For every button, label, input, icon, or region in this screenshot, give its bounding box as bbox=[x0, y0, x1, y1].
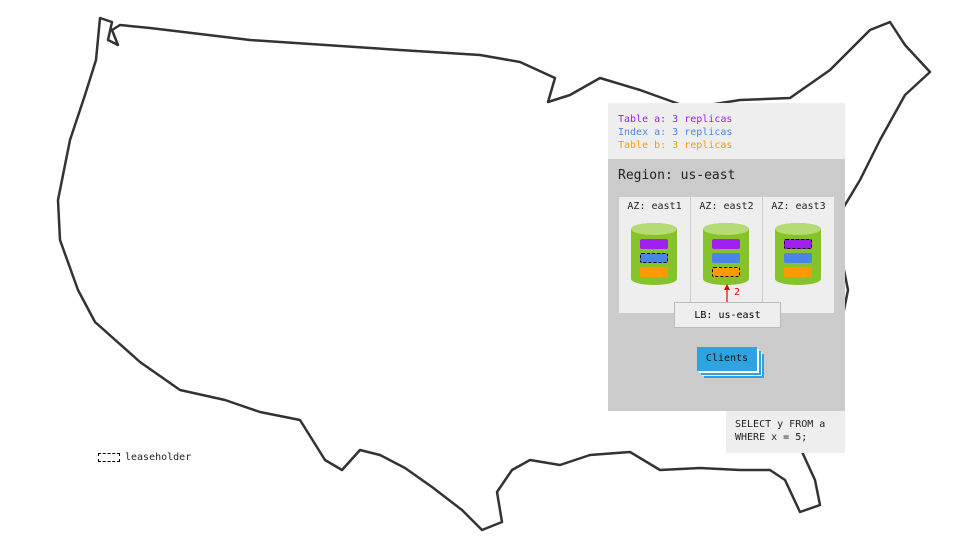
az-east2: AZ: east2 bbox=[691, 197, 762, 313]
legend-table-b: Table b: 3 replicas bbox=[618, 140, 733, 151]
arrow-up-icon bbox=[724, 284, 730, 302]
leaseholder-key: leaseholder bbox=[98, 452, 191, 463]
query-line: WHERE x = 5; bbox=[735, 432, 808, 443]
step-label: 2 bbox=[734, 287, 741, 298]
database-node-icon bbox=[703, 223, 749, 285]
table-b-replica bbox=[784, 267, 812, 277]
index-a-replica bbox=[712, 253, 740, 263]
dashed-box-icon bbox=[98, 453, 120, 462]
az-label: AZ: east1 bbox=[627, 201, 682, 212]
az-east1: AZ: east1 bbox=[619, 197, 690, 313]
sql-query: SELECT y FROM a WHERE x = 5; bbox=[726, 411, 845, 453]
table-a-replica bbox=[712, 239, 740, 249]
table-a-replica bbox=[640, 239, 668, 249]
clients-box: Clients bbox=[697, 347, 757, 371]
legend-table-a: Table a: 3 replicas bbox=[618, 114, 733, 125]
legend-index-a: Index a: 3 replicas bbox=[618, 127, 733, 138]
table-b-replica bbox=[640, 267, 668, 277]
table-a-leaseholder bbox=[784, 239, 812, 249]
replica-legend: Table a: 3 replicas Index a: 3 replicas … bbox=[608, 103, 845, 159]
az-label: AZ: east3 bbox=[771, 201, 826, 212]
load-balancer: LB: us-east bbox=[674, 302, 781, 328]
database-node-icon bbox=[775, 223, 821, 285]
query-line: SELECT y FROM a bbox=[735, 419, 826, 430]
database-node-icon bbox=[631, 223, 677, 285]
region-title: Region: us-east bbox=[618, 168, 736, 183]
index-a-leaseholder bbox=[640, 253, 668, 263]
az-label: AZ: east2 bbox=[699, 201, 754, 212]
leaseholder-label: leaseholder bbox=[125, 452, 192, 463]
index-a-replica bbox=[784, 253, 812, 263]
table-b-leaseholder bbox=[712, 267, 740, 277]
az-east3: AZ: east3 bbox=[763, 197, 834, 313]
